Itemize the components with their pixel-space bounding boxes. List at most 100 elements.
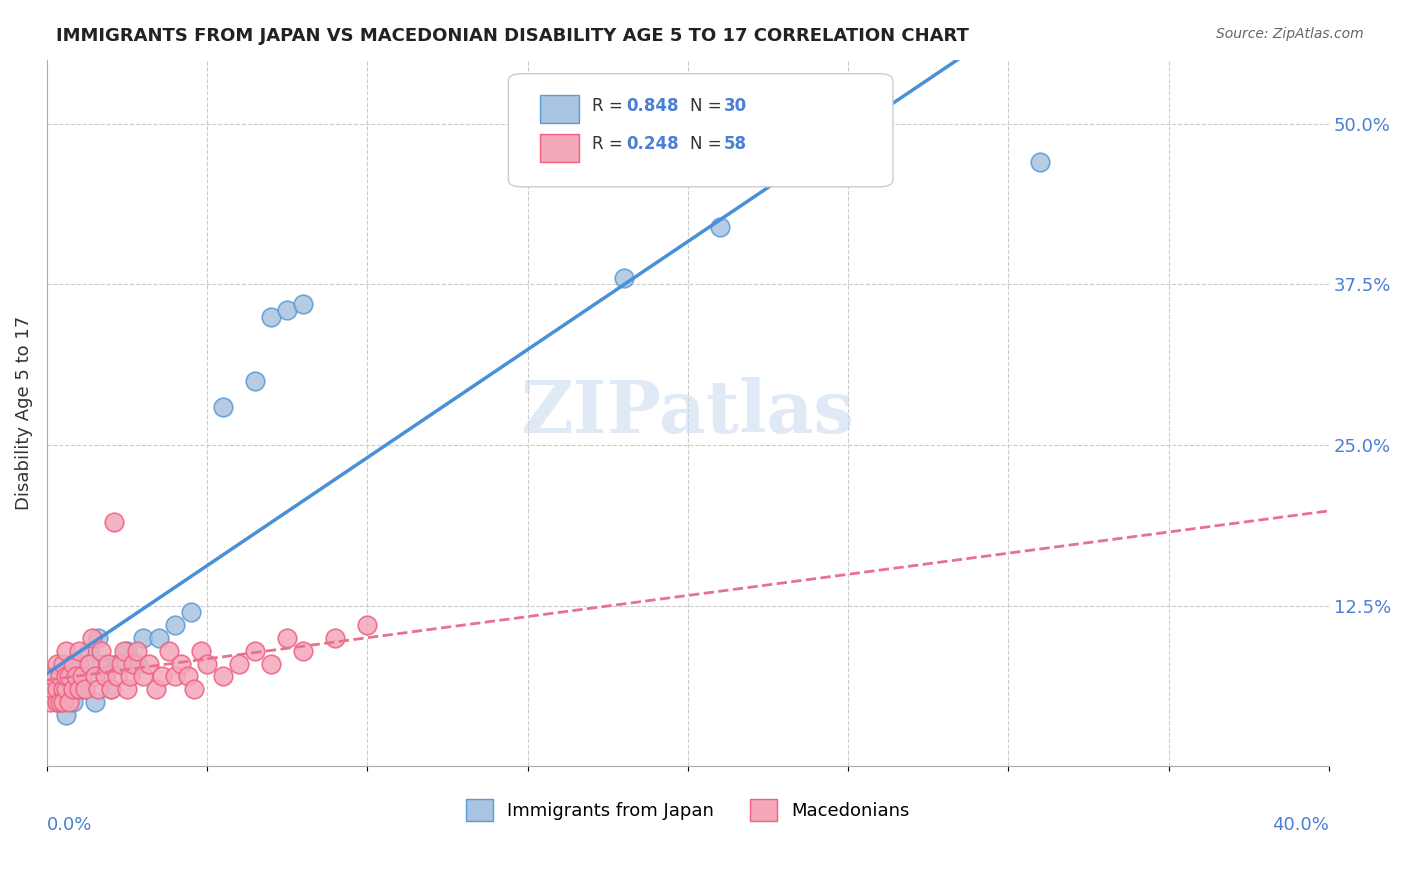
Point	[62, 682, 84, 697]
Point	[120, 669, 142, 683]
Point	[75, 682, 97, 697]
Text: R =: R =	[592, 96, 627, 114]
Point	[80, 631, 103, 645]
Point	[45, 657, 67, 671]
Point	[292, 297, 315, 311]
Point	[356, 618, 378, 632]
Point	[67, 643, 90, 657]
Point	[90, 643, 112, 657]
Point	[177, 669, 200, 683]
Point	[132, 669, 155, 683]
Point	[84, 695, 107, 709]
Point	[55, 707, 77, 722]
Point	[45, 695, 67, 709]
Point	[75, 682, 97, 697]
Point	[58, 669, 80, 683]
Point	[183, 682, 205, 697]
Point	[39, 695, 62, 709]
Point	[48, 695, 70, 709]
Point	[165, 618, 187, 632]
Point	[90, 657, 112, 671]
Point	[195, 657, 218, 671]
Text: 0.848: 0.848	[626, 96, 679, 114]
Point	[55, 669, 77, 683]
Point	[323, 631, 346, 645]
Point	[125, 657, 148, 671]
Point	[52, 695, 75, 709]
Point	[150, 669, 173, 683]
Point	[145, 682, 167, 697]
Point	[292, 643, 315, 657]
Point	[55, 682, 77, 697]
Point	[122, 657, 145, 671]
Point	[112, 643, 135, 657]
Text: IMMIGRANTS FROM JAPAN VS MACEDONIAN DISABILITY AGE 5 TO 17 CORRELATION CHART: IMMIGRANTS FROM JAPAN VS MACEDONIAN DISA…	[56, 27, 969, 45]
Point	[42, 669, 65, 683]
Point	[58, 695, 80, 709]
Point	[1029, 155, 1052, 169]
Text: 40.0%: 40.0%	[1272, 816, 1329, 834]
FancyBboxPatch shape	[540, 95, 579, 123]
Point	[276, 303, 298, 318]
Point	[276, 631, 298, 645]
Legend: Immigrants from Japan, Macedonians: Immigrants from Japan, Macedonians	[458, 791, 917, 828]
Point	[87, 682, 110, 697]
Point	[45, 682, 67, 697]
Point	[84, 669, 107, 683]
Point	[65, 669, 87, 683]
Point	[103, 515, 125, 529]
Point	[70, 669, 93, 683]
FancyBboxPatch shape	[540, 134, 579, 162]
Point	[87, 631, 110, 645]
Point	[125, 643, 148, 657]
Point	[97, 657, 120, 671]
Point	[110, 657, 132, 671]
Point	[65, 682, 87, 697]
Point	[67, 657, 90, 671]
Point	[48, 669, 70, 683]
Text: N =: N =	[690, 96, 727, 114]
Point	[42, 682, 65, 697]
Point	[165, 669, 187, 683]
Point	[115, 643, 138, 657]
Text: 0.248: 0.248	[626, 136, 679, 153]
Point	[245, 374, 267, 388]
Text: N =: N =	[690, 136, 727, 153]
Point	[260, 657, 283, 671]
Point	[52, 682, 75, 697]
FancyBboxPatch shape	[509, 74, 893, 186]
Text: 30: 30	[724, 96, 747, 114]
Point	[100, 682, 122, 697]
Point	[148, 631, 170, 645]
Point	[157, 643, 180, 657]
Point	[67, 682, 90, 697]
Point	[245, 643, 267, 657]
Point	[70, 669, 93, 683]
Point	[55, 643, 77, 657]
Point	[62, 657, 84, 671]
Point	[709, 219, 731, 234]
Point	[58, 669, 80, 683]
Text: 0.0%: 0.0%	[46, 816, 93, 834]
Point	[52, 657, 75, 671]
Point	[105, 669, 128, 683]
Point	[228, 657, 250, 671]
Point	[170, 657, 193, 671]
Point	[180, 605, 202, 619]
Point	[115, 682, 138, 697]
Point	[100, 682, 122, 697]
Point	[260, 310, 283, 324]
Point	[212, 669, 235, 683]
Point	[212, 400, 235, 414]
Point	[132, 631, 155, 645]
Point	[45, 695, 67, 709]
Text: R =: R =	[592, 136, 627, 153]
Y-axis label: Disability Age 5 to 17: Disability Age 5 to 17	[15, 316, 32, 510]
Point	[190, 643, 212, 657]
Point	[138, 657, 160, 671]
Point	[613, 271, 636, 285]
Point	[93, 669, 115, 683]
Point	[105, 657, 128, 671]
Text: ZIPatlas: ZIPatlas	[520, 377, 855, 449]
Text: 58: 58	[724, 136, 747, 153]
